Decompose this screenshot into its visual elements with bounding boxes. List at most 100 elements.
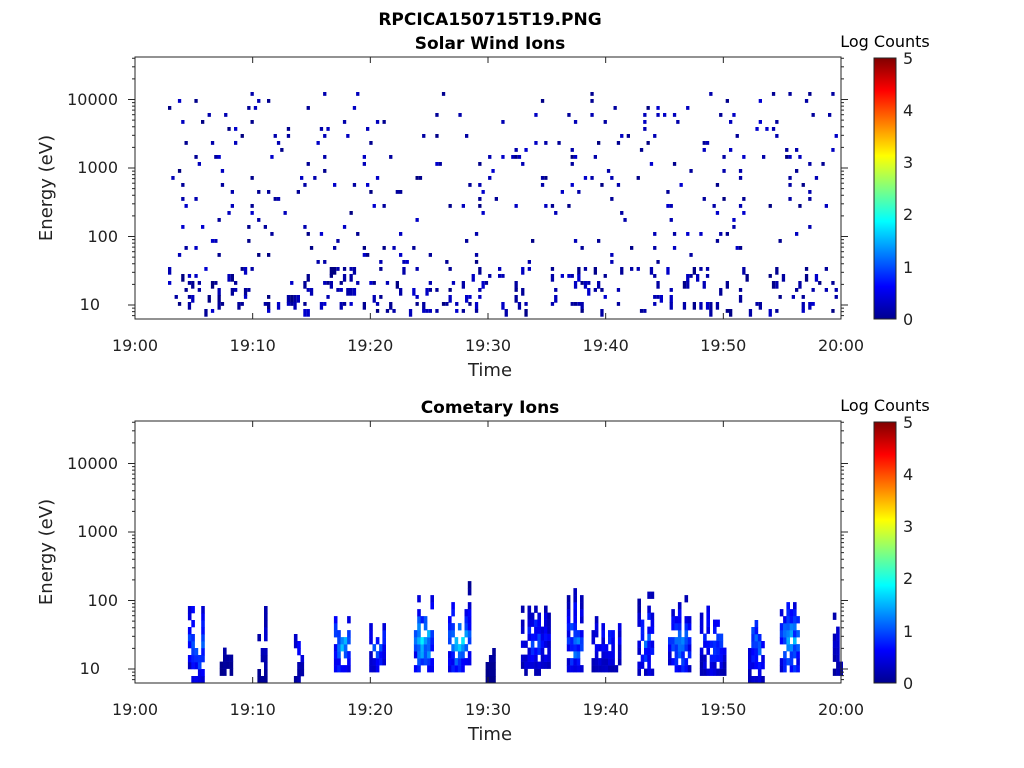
heatmap-cell	[573, 120, 578, 124]
heatmap-cell	[293, 676, 298, 684]
x-tick-label: 19:50	[700, 336, 746, 355]
heatmap-cell	[191, 676, 195, 684]
heatmap-cell	[219, 668, 224, 676]
heatmap-cell	[757, 676, 762, 684]
heatmap-cell	[372, 644, 377, 652]
heatmap-cell	[467, 609, 472, 617]
heatmap-cell	[811, 288, 815, 292]
heatmap-cell	[604, 658, 609, 666]
heatmap-cell	[283, 211, 287, 215]
heatmap-cell	[793, 637, 797, 645]
colorbar-tick-label: 2	[903, 569, 913, 588]
heatmap-cell	[650, 668, 655, 676]
heatmap-cell	[366, 127, 370, 131]
heatmap-cell	[788, 183, 792, 187]
heatmap-cell	[191, 606, 195, 614]
heatmap-cell	[789, 623, 794, 631]
heatmap-cell	[566, 609, 571, 617]
heatmap-cell	[454, 637, 459, 645]
heatmap-cell	[191, 634, 195, 642]
heatmap-cell	[537, 626, 541, 634]
heatmap-cell	[577, 274, 581, 282]
heatmap-cell	[706, 619, 710, 627]
heatmap-cell	[786, 658, 790, 666]
heatmap-cell	[836, 668, 840, 676]
heatmap-cell	[417, 658, 421, 666]
heatmap-cell	[699, 647, 704, 655]
heatmap-cell	[474, 302, 479, 310]
heatmap-cell	[601, 665, 605, 673]
heatmap-cell	[811, 113, 815, 117]
heatmap-cell	[703, 668, 707, 676]
heatmap-cell	[591, 637, 596, 645]
heatmap-cell	[795, 148, 799, 152]
heatmap-cell	[593, 288, 597, 292]
heatmap-cell	[467, 581, 472, 589]
heatmap-cell	[603, 274, 607, 278]
heatmap-cell	[461, 309, 465, 313]
heatmap-cell	[465, 134, 469, 138]
y-tick-label: 10000	[67, 454, 118, 473]
heatmap-cell	[709, 640, 714, 648]
heatmap-cell	[801, 183, 805, 187]
heatmap-cell	[457, 644, 462, 652]
heatmap-cell	[347, 651, 351, 659]
heatmap-cell	[745, 274, 749, 282]
heatmap-cell	[583, 176, 588, 180]
heatmap-cell	[226, 661, 230, 669]
heatmap-cell	[293, 641, 298, 649]
heatmap-cell	[580, 281, 584, 285]
heatmap-cell	[171, 176, 175, 180]
heatmap-cell	[671, 644, 675, 652]
heatmap-cell	[297, 669, 301, 677]
heatmap-cell	[709, 654, 714, 662]
heatmap-cell	[647, 640, 651, 648]
heatmap-cell	[573, 281, 578, 289]
heatmap-cell	[795, 232, 799, 236]
heatmap-cell	[316, 260, 320, 264]
heatmap-cell	[540, 654, 545, 662]
heatmap-cell	[748, 648, 752, 656]
heatmap-cell	[451, 665, 455, 673]
heatmap-cell	[706, 626, 710, 634]
heatmap-cell	[402, 260, 406, 264]
axis-ticks	[128, 421, 848, 683]
heatmap-cell	[573, 644, 577, 652]
heatmap-cell	[461, 665, 465, 673]
heatmap-cell	[611, 658, 615, 666]
heatmap-cell	[729, 309, 733, 317]
heatmap-cell	[682, 281, 687, 289]
heatmap-cell	[669, 218, 673, 222]
heatmap-cell	[184, 246, 188, 250]
heatmap-cell	[647, 661, 651, 669]
heatmap-cell	[478, 295, 482, 299]
heatmap-cell	[616, 141, 621, 145]
heatmap-cell	[566, 644, 571, 652]
heatmap-cell	[748, 676, 752, 684]
heatmap-cell	[201, 655, 205, 663]
heatmap-cell	[520, 640, 525, 648]
heatmap-cell	[775, 120, 779, 124]
heatmap-cell	[757, 669, 762, 677]
heatmap-cell	[229, 668, 234, 676]
heatmap-cell	[836, 661, 840, 669]
heatmap-cell	[644, 654, 648, 662]
heatmap-cell	[593, 155, 597, 159]
heatmap-cell	[811, 302, 815, 306]
colorbar-tick-label: 0	[903, 674, 913, 693]
heatmap-cell	[637, 605, 641, 613]
colorbar-label: Log Counts	[840, 32, 930, 51]
heatmap-cell	[775, 134, 779, 138]
heatmap-cell	[716, 633, 720, 641]
heatmap-cell	[587, 281, 591, 285]
heatmap-cell	[620, 211, 624, 215]
heatmap-cell	[423, 637, 428, 645]
heatmap-cell	[656, 260, 660, 264]
heatmap-cell	[247, 239, 251, 243]
heatmap-cell	[684, 658, 689, 666]
heatmap-cell	[253, 106, 258, 110]
heatmap-cell	[375, 651, 380, 659]
heatmap-cell	[715, 183, 720, 187]
heatmap-cell	[201, 641, 205, 649]
